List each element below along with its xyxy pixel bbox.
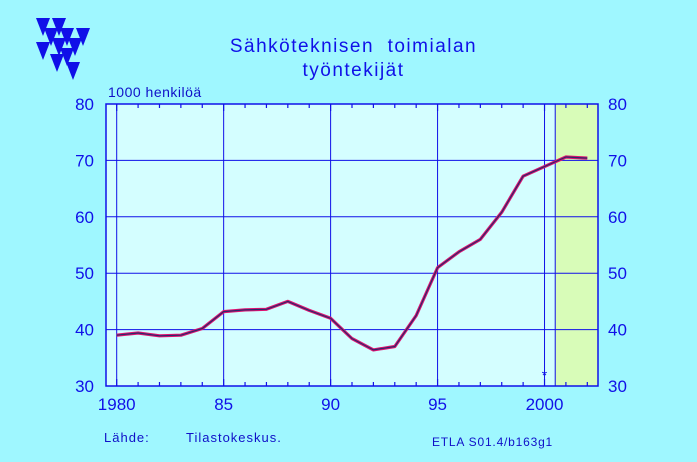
chart-title-line-1: Sähköteknisen toimialan xyxy=(229,36,478,57)
series-line xyxy=(116,156,588,351)
y-tick-label-right: 30 xyxy=(608,377,627,396)
etla-logo-icon xyxy=(36,18,90,80)
x-tick-label: 95 xyxy=(428,395,447,414)
source-label: Lähde: xyxy=(104,430,150,445)
x-tick-label: 1980 xyxy=(98,395,136,414)
y-tick-label-left: 80 xyxy=(75,95,94,114)
y-tick-label-right: 60 xyxy=(608,208,627,227)
figure-code: ETLA S01.4/b163g1 xyxy=(432,435,554,449)
chart-title-line-2: työntekijät xyxy=(302,60,405,81)
x-tick-label: 2000 xyxy=(526,395,564,414)
forecast-marker: * xyxy=(542,367,548,383)
forecast-band xyxy=(555,104,598,386)
plot-background xyxy=(106,104,598,386)
y-axis-unit-label: 1000 henkilöä xyxy=(108,84,202,100)
y-tick-label-right: 50 xyxy=(608,264,627,283)
y-tick-label-right: 40 xyxy=(608,321,627,340)
y-tick-label-right: 80 xyxy=(608,95,627,114)
x-tick-label: 90 xyxy=(321,395,340,414)
source-value: Tilastokeskus. xyxy=(186,430,282,445)
y-tick-label-left: 50 xyxy=(75,264,94,283)
x-tick-label: 85 xyxy=(214,395,233,414)
y-tick-label-left: 60 xyxy=(75,208,94,227)
y-tick-label-left: 70 xyxy=(75,151,94,170)
y-tick-label-right: 70 xyxy=(608,151,627,170)
y-tick-label-left: 40 xyxy=(75,321,94,340)
y-tick-label-left: 30 xyxy=(75,377,94,396)
